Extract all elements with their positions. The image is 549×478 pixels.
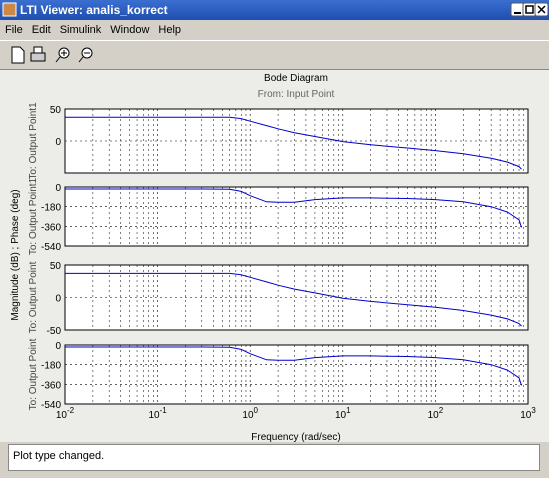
x-tick-base: 10 — [428, 410, 440, 421]
minimize-button[interactable] — [510, 2, 525, 17]
y-tick-label: 0 — [55, 137, 61, 148]
y-tick-label: -540 — [41, 400, 61, 411]
bode-figure: Bode Diagram From: Input Point Frequency… — [0, 70, 549, 442]
menu-item[interactable]: Edit — [31, 24, 51, 36]
x-tick-exponent: -1 — [160, 406, 168, 415]
toolbar-icons — [11, 46, 93, 64]
x-tick-exponent: 1 — [346, 406, 351, 415]
x-tick-exponent: -2 — [67, 406, 75, 415]
x-tick-base: 10 — [242, 410, 254, 421]
new-button[interactable] — [11, 46, 25, 64]
y-tick-label: -50 — [47, 326, 62, 337]
y-tick-label: 50 — [50, 261, 62, 272]
y-tick-label: -360 — [41, 222, 61, 233]
axes-box — [64, 344, 529, 405]
chart-title: Bode Diagram — [264, 73, 328, 84]
response-curve — [65, 116, 522, 170]
y-tick-label: 50 — [50, 105, 62, 116]
response-curve — [65, 272, 522, 327]
y-tick-label: 0 — [55, 294, 61, 305]
y-tick-label: -180 — [41, 361, 61, 372]
y-tick-label: -360 — [41, 380, 61, 391]
response-curve — [65, 188, 522, 228]
app-icon — [2, 2, 17, 17]
x-tick-exponent: 0 — [254, 406, 259, 415]
zoom-out-glyph — [78, 52, 90, 63]
panel-label: To: Output Point — [28, 338, 39, 410]
maximize-glyph — [525, 5, 534, 14]
x-tick-label: 101 — [335, 406, 351, 421]
menu-bar: File Edit Simulink Window Help — [0, 20, 549, 40]
x-tick-exponent: 2 — [439, 406, 444, 415]
menu-item[interactable]: Window — [110, 24, 150, 36]
y-tick-label: -180 — [41, 203, 61, 214]
menu-item[interactable]: File — [5, 24, 23, 36]
x-tick-label: 103 — [520, 406, 536, 421]
title-bar: LTI Viewer: analis_korrect — [0, 0, 549, 20]
x-tick-label: 100 — [242, 406, 258, 421]
axes-box — [64, 186, 529, 247]
x-tick-label: 10-1 — [148, 406, 167, 421]
zoom-in-glyph — [55, 50, 67, 63]
status-bar: Plot type changed. — [8, 444, 540, 471]
y-tick-label: 0 — [55, 183, 61, 194]
x-tick-base: 10 — [56, 410, 68, 421]
y-axis-label: Magnitude (dB) ; Phase (deg) — [10, 189, 21, 320]
y-tick-label: -540 — [41, 242, 61, 253]
x-axis-label: Frequency (rad/sec) — [251, 432, 340, 442]
chart-subtitle: From: Input Point — [258, 89, 335, 100]
panel-label: To: Output Point1 — [28, 102, 39, 180]
x-tick-base: 10 — [335, 410, 347, 421]
print-button[interactable] — [30, 52, 46, 62]
maximize-button[interactable] — [522, 2, 537, 17]
y-tick-label: 0 — [55, 341, 61, 352]
panel-label: To: Output Point — [28, 261, 39, 333]
x-tick-label: 102 — [428, 406, 444, 421]
response-curve — [65, 346, 522, 386]
menu-item[interactable]: Help — [158, 24, 182, 36]
title-bar-icons — [2, 2, 549, 17]
window-title: LTI Viewer: analis_korrect — [20, 3, 168, 17]
x-tick-base: 10 — [148, 410, 160, 421]
print-glyph — [33, 46, 43, 54]
toolbar — [0, 40, 549, 70]
x-tick-label: 10-2 — [56, 406, 75, 421]
panel-label: To: Output Point1 — [28, 177, 39, 255]
close-glyph — [537, 5, 546, 14]
x-tick-base: 10 — [520, 410, 532, 421]
menu-item[interactable]: Simulink — [59, 24, 102, 36]
x-tick-exponent: 3 — [531, 406, 536, 415]
